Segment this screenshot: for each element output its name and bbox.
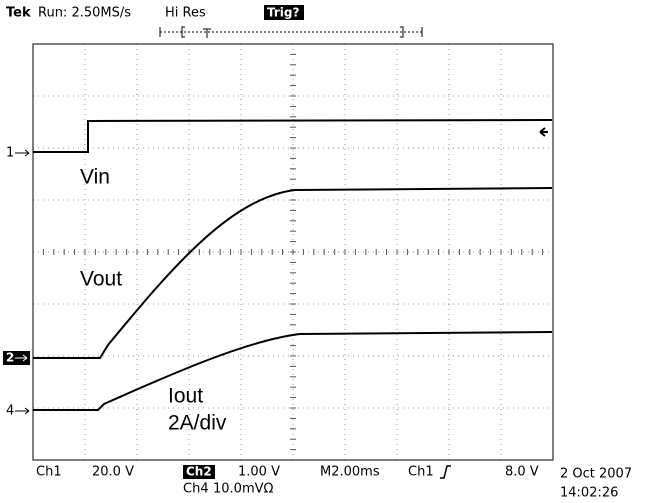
trigger-slope [440, 465, 451, 479]
trigger-badge [264, 5, 304, 20]
trigger-state: Trig? [267, 6, 299, 20]
graticule [32, 43, 554, 461]
ch2-marker: 2 [6, 351, 14, 365]
acq-status: Run: 2.50MS/s [38, 6, 131, 21]
timebase: M2.00ms [320, 465, 380, 480]
trigger-level-marker [539, 127, 548, 137]
trigger-source: Ch1 [408, 465, 434, 480]
trace-vout [33, 187, 553, 359]
ch4-arrow [15, 407, 30, 415]
iout-label: Iout [168, 385, 203, 408]
trigger-level: 8.0 V [505, 465, 539, 480]
ch2-name: Ch2 [186, 465, 212, 479]
time: 14:02:26 [560, 486, 618, 501]
date: 2 Oct 2007 [560, 467, 632, 482]
brand: Tek [6, 6, 31, 21]
ch2-badge [183, 465, 215, 479]
record-bar [159, 26, 423, 38]
ch1-scale: 20.0 V [92, 465, 134, 480]
acq-mode: Hi Res [165, 6, 206, 21]
trace-vin [33, 119, 553, 153]
iout-scale: 2A/div [168, 412, 227, 435]
vout-label: Vout [80, 268, 122, 291]
trace-iout [33, 331, 553, 411]
graticule-border [32, 43, 554, 461]
ch2-arrow [15, 354, 28, 362]
ch4-name: Ch4 [183, 482, 209, 497]
ch4-marker: 4 [6, 404, 14, 419]
ch2-scale: 1.00 V [238, 465, 280, 480]
ch1-arrow [15, 149, 30, 157]
ch1-name: Ch1 [36, 465, 62, 480]
ch1-marker: 1 [6, 146, 14, 161]
vin-label: Vin [80, 166, 110, 189]
ch4-scale: 10.0mVΩ [213, 482, 274, 497]
